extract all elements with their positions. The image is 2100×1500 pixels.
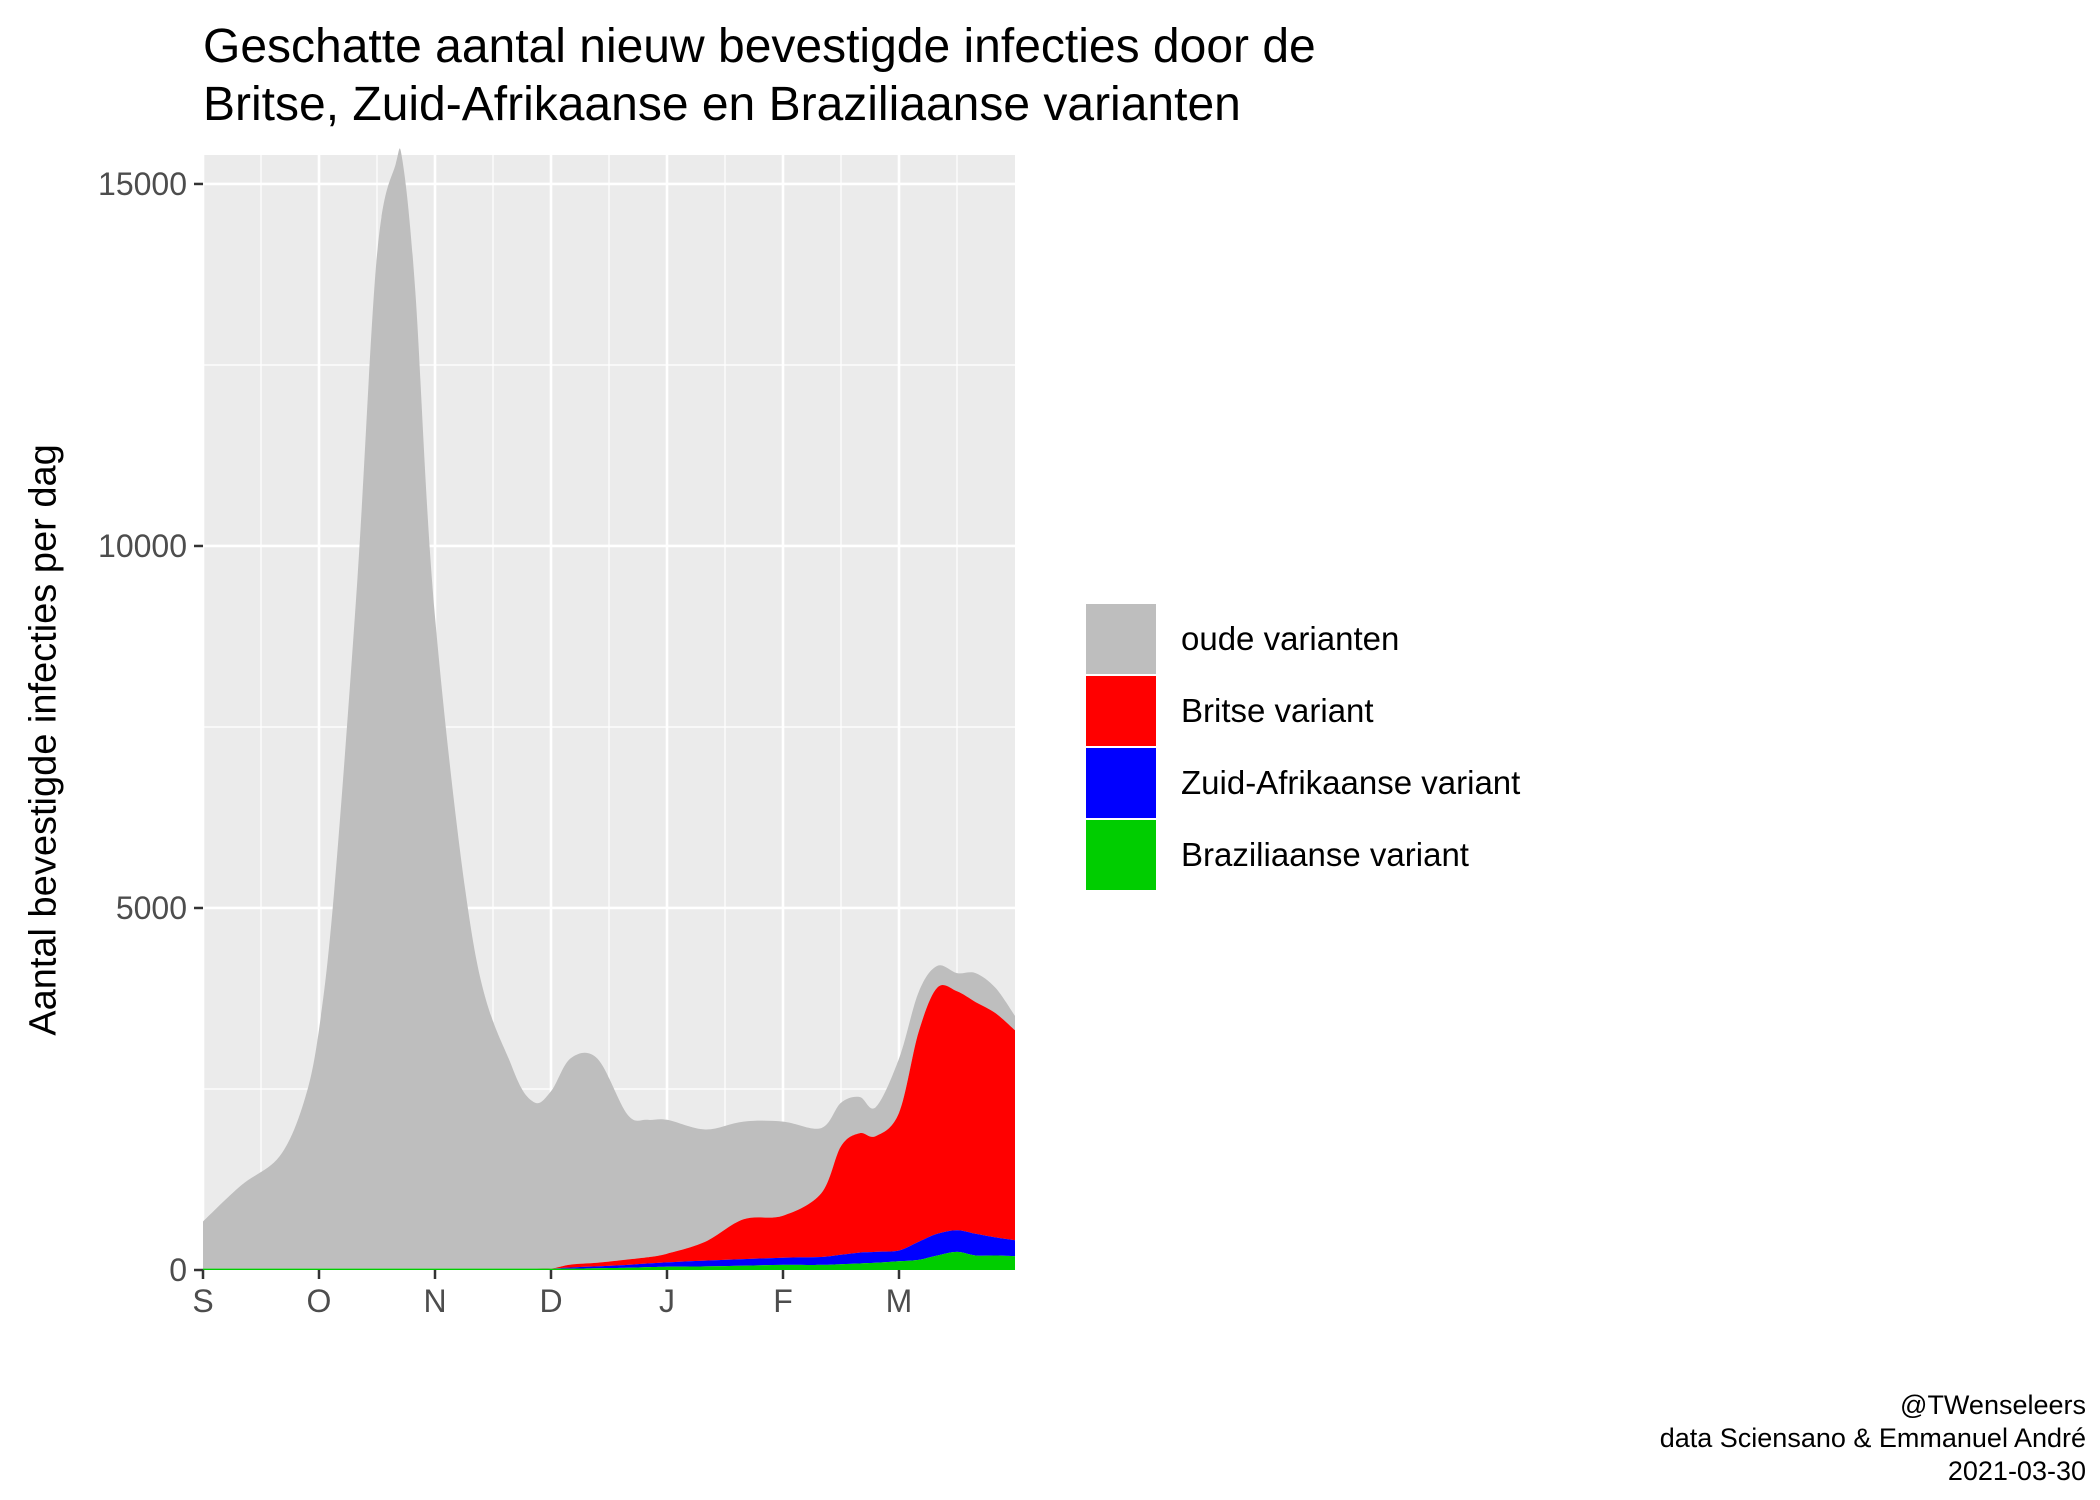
- y-tick-label: 5000: [116, 890, 187, 926]
- caption-source: data Sciensano & Emmanuel André: [1659, 1423, 2086, 1453]
- legend-label-britse-variant: Britse variant: [1181, 692, 1374, 729]
- legend-label-zuid-afrikaanse-variant: Zuid-Afrikaanse variant: [1181, 764, 1521, 801]
- y-tick-label: 15000: [98, 166, 187, 202]
- x-tick-label: N: [423, 1283, 446, 1319]
- legend-item-oude-varianten: oude varianten: [1085, 603, 1520, 675]
- legend-key-oude-varianten: [1085, 603, 1157, 675]
- area-oude-varianten: [203, 148, 1015, 1269]
- legend-label-oude-varianten: oude varianten: [1181, 620, 1400, 657]
- x-tick-label: F: [773, 1283, 793, 1319]
- chart-title-line-2: Britse, Zuid-Afrikaanse en Braziliaanse …: [203, 78, 1241, 131]
- caption-author: @TWenseleers: [1900, 1390, 2086, 1420]
- x-tick-label: M: [886, 1283, 913, 1319]
- y-tick-label: 10000: [98, 528, 187, 564]
- area-britse-variant: [203, 984, 1015, 1269]
- legend-item-zuid-afrikaanse-variant: Zuid-Afrikaanse variant: [1085, 747, 1520, 819]
- axes: 0 5000 10000 15000 S O N D J F M: [98, 166, 912, 1319]
- chart-title-line-1: Geschatte aantal nieuw bevestigde infect…: [203, 20, 1316, 73]
- x-tick-label: J: [659, 1283, 675, 1319]
- y-tick-label: 0: [169, 1252, 187, 1288]
- legend-label-braziliaanse-variant: Braziliaanse variant: [1181, 836, 1469, 873]
- legend-item-braziliaanse-variant: Braziliaanse variant: [1085, 819, 1520, 891]
- x-tick-label: O: [307, 1283, 332, 1319]
- chart-title: Geschatte aantal nieuw bevestigde infect…: [203, 18, 1316, 134]
- x-tick-label: S: [192, 1283, 213, 1319]
- legend-item-britse-variant: Britse variant: [1085, 675, 1520, 747]
- legend-key-britse-variant: [1085, 675, 1157, 747]
- legend-key-zuid-afrikaanse-variant: [1085, 747, 1157, 819]
- caption: @TWenseleers data Sciensano & Emmanuel A…: [1660, 1389, 2086, 1488]
- area-series: [203, 148, 1015, 1270]
- area-braziliaanse-variant: [203, 1251, 1015, 1270]
- area-zuid-afrikaanse-variant: [203, 1230, 1015, 1269]
- caption-date: 2021-03-30: [1947, 1456, 2086, 1486]
- legend: oude varianten Britse variant Zuid-Afrikaa…: [1085, 603, 1520, 891]
- legend-key-braziliaanse-variant: [1085, 819, 1157, 891]
- x-tick-label: D: [539, 1283, 562, 1319]
